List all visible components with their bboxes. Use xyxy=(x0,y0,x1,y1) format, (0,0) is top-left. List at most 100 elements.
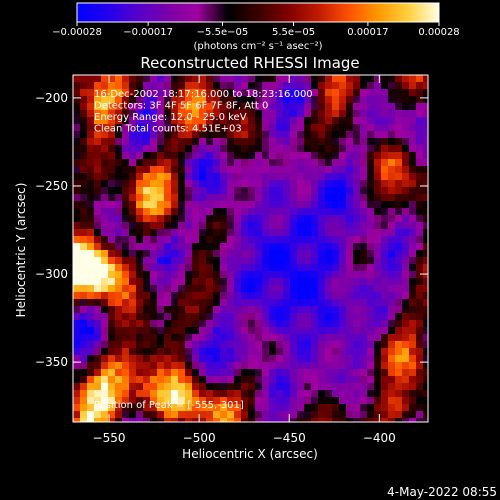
heatmap-cell xyxy=(115,292,123,300)
heatmap-cell xyxy=(325,166,333,174)
heatmap-cell xyxy=(311,292,319,300)
heatmap-cell xyxy=(178,236,186,244)
heatmap-cell xyxy=(101,110,109,118)
heatmap-cell xyxy=(290,110,298,118)
heatmap-cell xyxy=(185,222,193,230)
heatmap-cell xyxy=(290,299,298,307)
heatmap-cell xyxy=(395,411,403,419)
heatmap-cell xyxy=(360,299,368,307)
heatmap-cell xyxy=(80,145,88,153)
heatmap-cell xyxy=(241,110,249,118)
heatmap-cell xyxy=(192,236,200,244)
heatmap-cell xyxy=(367,334,375,342)
heatmap-cell xyxy=(381,271,389,279)
heatmap-cell xyxy=(339,222,347,230)
heatmap-cell xyxy=(122,397,130,405)
heatmap-cell xyxy=(388,124,396,132)
heatmap-cell xyxy=(374,404,382,412)
heatmap-cell xyxy=(304,124,312,132)
heatmap-cell xyxy=(227,110,235,118)
heatmap-cell xyxy=(227,173,235,181)
heatmap-cell xyxy=(164,411,172,419)
heatmap-cell xyxy=(332,201,340,209)
heatmap-cell xyxy=(73,320,81,328)
heatmap-cell xyxy=(143,222,151,230)
heatmap-cell xyxy=(94,404,102,412)
heatmap-cell xyxy=(136,201,144,209)
heatmap-cell xyxy=(353,418,361,422)
heatmap-cell xyxy=(143,313,151,321)
heatmap-cell xyxy=(269,306,277,314)
heatmap-cell xyxy=(374,229,382,237)
heatmap-cell xyxy=(409,131,417,139)
peak-position-label: Position of Peak = [-555,-301] xyxy=(94,400,244,411)
heatmap-cell xyxy=(94,222,102,230)
heatmap-cell xyxy=(199,264,207,272)
heatmap-cell xyxy=(171,166,179,174)
heatmap-cell xyxy=(416,334,424,342)
heatmap-cell xyxy=(339,75,347,83)
heatmap-cell xyxy=(101,285,109,293)
heatmap-cell xyxy=(339,313,347,321)
heatmap-cell xyxy=(234,341,242,349)
heatmap-cell xyxy=(220,124,228,132)
heatmap-cell xyxy=(318,89,326,97)
heatmap-cell xyxy=(227,285,235,293)
heatmap-cell xyxy=(164,194,172,202)
heatmap-cell xyxy=(388,383,396,391)
heatmap-cell xyxy=(283,145,291,153)
heatmap-cell xyxy=(325,285,333,293)
heatmap-cell xyxy=(185,145,193,153)
heatmap-cell xyxy=(367,124,375,132)
heatmap-cell xyxy=(185,327,193,335)
heatmap-cell xyxy=(248,348,256,356)
heatmap-cell xyxy=(283,82,291,90)
heatmap-cell xyxy=(80,334,88,342)
heatmap-cell xyxy=(423,124,428,132)
heatmap-cell xyxy=(346,75,354,83)
heatmap-cell xyxy=(108,264,116,272)
heatmap-cell xyxy=(101,362,109,370)
heatmap-cell xyxy=(94,124,102,132)
heatmap-cell xyxy=(87,397,95,405)
heatmap-cell xyxy=(122,173,130,181)
heatmap-cell xyxy=(416,159,424,167)
heatmap-cell xyxy=(416,187,424,195)
heatmap-cell xyxy=(206,96,214,104)
heatmap-cell xyxy=(241,320,249,328)
heatmap-cell xyxy=(402,159,410,167)
heatmap-cell xyxy=(241,376,249,384)
heatmap-cell xyxy=(178,285,186,293)
heatmap-cell xyxy=(381,236,389,244)
heatmap-cell xyxy=(206,390,214,398)
heatmap-cell xyxy=(234,306,242,314)
heatmap-cell xyxy=(360,103,368,111)
heatmap-cell xyxy=(409,159,417,167)
heatmap-cell xyxy=(416,285,424,293)
heatmap-cell xyxy=(402,103,410,111)
heatmap-cell xyxy=(185,376,193,384)
heatmap-cell xyxy=(185,369,193,377)
heatmap-cell xyxy=(164,96,172,104)
heatmap-cell xyxy=(115,271,123,279)
heatmap-cell xyxy=(157,89,165,97)
heatmap-cell xyxy=(248,166,256,174)
heatmap-cell xyxy=(143,215,151,223)
heatmap-cell xyxy=(325,334,333,342)
heatmap-cell xyxy=(283,383,291,391)
heatmap-cell xyxy=(318,348,326,356)
heatmap-cell xyxy=(234,180,242,188)
heatmap-cell xyxy=(178,411,186,419)
heatmap-cell xyxy=(423,152,428,160)
heatmap-cell xyxy=(73,145,81,153)
heatmap-cell xyxy=(199,383,207,391)
heatmap-cell xyxy=(171,110,179,118)
heatmap-cell xyxy=(178,397,186,405)
heatmap-cell xyxy=(101,397,109,405)
heatmap-cell xyxy=(381,145,389,153)
heatmap-cell xyxy=(332,152,340,160)
heatmap-cell xyxy=(227,166,235,174)
heatmap-cell xyxy=(318,145,326,153)
heatmap-cell xyxy=(388,145,396,153)
